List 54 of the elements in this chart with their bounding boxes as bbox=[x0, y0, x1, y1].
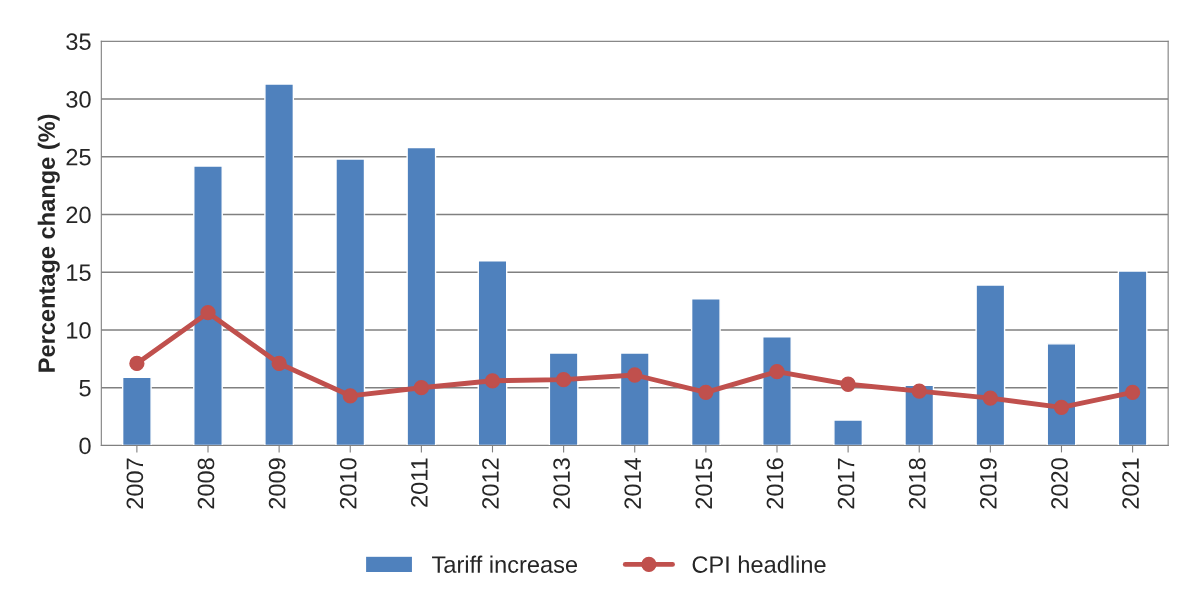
x-tick-label: 2020 bbox=[1051, 458, 1068, 509]
point bbox=[840, 376, 856, 392]
y-tick-label: 5 bbox=[79, 380, 91, 397]
bar bbox=[264, 83, 295, 446]
point bbox=[698, 384, 714, 400]
point bbox=[627, 367, 643, 383]
bar bbox=[1046, 343, 1077, 446]
bar bbox=[193, 165, 223, 446]
x-tick-label: 2018 bbox=[908, 458, 926, 509]
x-tick-label: 2014 bbox=[624, 457, 642, 509]
y-axis-title: Percentage change (%) bbox=[37, 114, 60, 372]
point bbox=[1053, 399, 1070, 415]
bar bbox=[406, 146, 437, 446]
point bbox=[129, 355, 145, 372]
x-tick-label: 2017 bbox=[837, 458, 855, 509]
y-tick-label: 0 bbox=[79, 437, 91, 455]
y-tick-label: 35 bbox=[66, 33, 91, 51]
y-tick-label: 25 bbox=[66, 148, 91, 166]
x-tick-label: 2007 bbox=[126, 458, 144, 509]
point bbox=[1124, 384, 1141, 400]
point bbox=[413, 380, 430, 396]
bar bbox=[335, 158, 366, 446]
point bbox=[982, 390, 998, 406]
bar bbox=[619, 352, 650, 446]
legend-label: CPI headline bbox=[692, 555, 826, 573]
x-tick-label: 2010 bbox=[339, 458, 357, 509]
bar bbox=[690, 298, 721, 446]
point bbox=[271, 355, 287, 372]
x-tick-label: 2012 bbox=[482, 458, 499, 509]
x-tick-label: 2013 bbox=[553, 458, 570, 509]
bar bbox=[477, 260, 508, 446]
x-tick-label: 2021 bbox=[1122, 458, 1139, 509]
point bbox=[200, 305, 216, 321]
y-tick-label: 20 bbox=[66, 206, 91, 224]
y-tick-label: 15 bbox=[67, 264, 91, 282]
point bbox=[911, 383, 927, 399]
bar bbox=[121, 376, 152, 446]
legend-label: Tariff increase bbox=[432, 555, 578, 573]
x-tick-label: 2019 bbox=[979, 458, 997, 509]
y-tick-label: 10 bbox=[67, 322, 91, 339]
point bbox=[484, 373, 501, 389]
bar bbox=[975, 284, 1006, 446]
x-tick-label: 2015 bbox=[695, 458, 713, 509]
bar bbox=[1117, 270, 1148, 446]
bar bbox=[762, 336, 792, 446]
x-tick-label: 2008 bbox=[197, 458, 215, 509]
bar bbox=[833, 419, 864, 446]
y-tick-label: 30 bbox=[66, 91, 91, 108]
x-tick-label: 2011 bbox=[410, 458, 428, 507]
point bbox=[555, 371, 572, 388]
point bbox=[769, 363, 785, 380]
point bbox=[342, 388, 358, 404]
x-tick-label: 2016 bbox=[766, 458, 784, 509]
x-tick-label: 2009 bbox=[268, 458, 286, 509]
